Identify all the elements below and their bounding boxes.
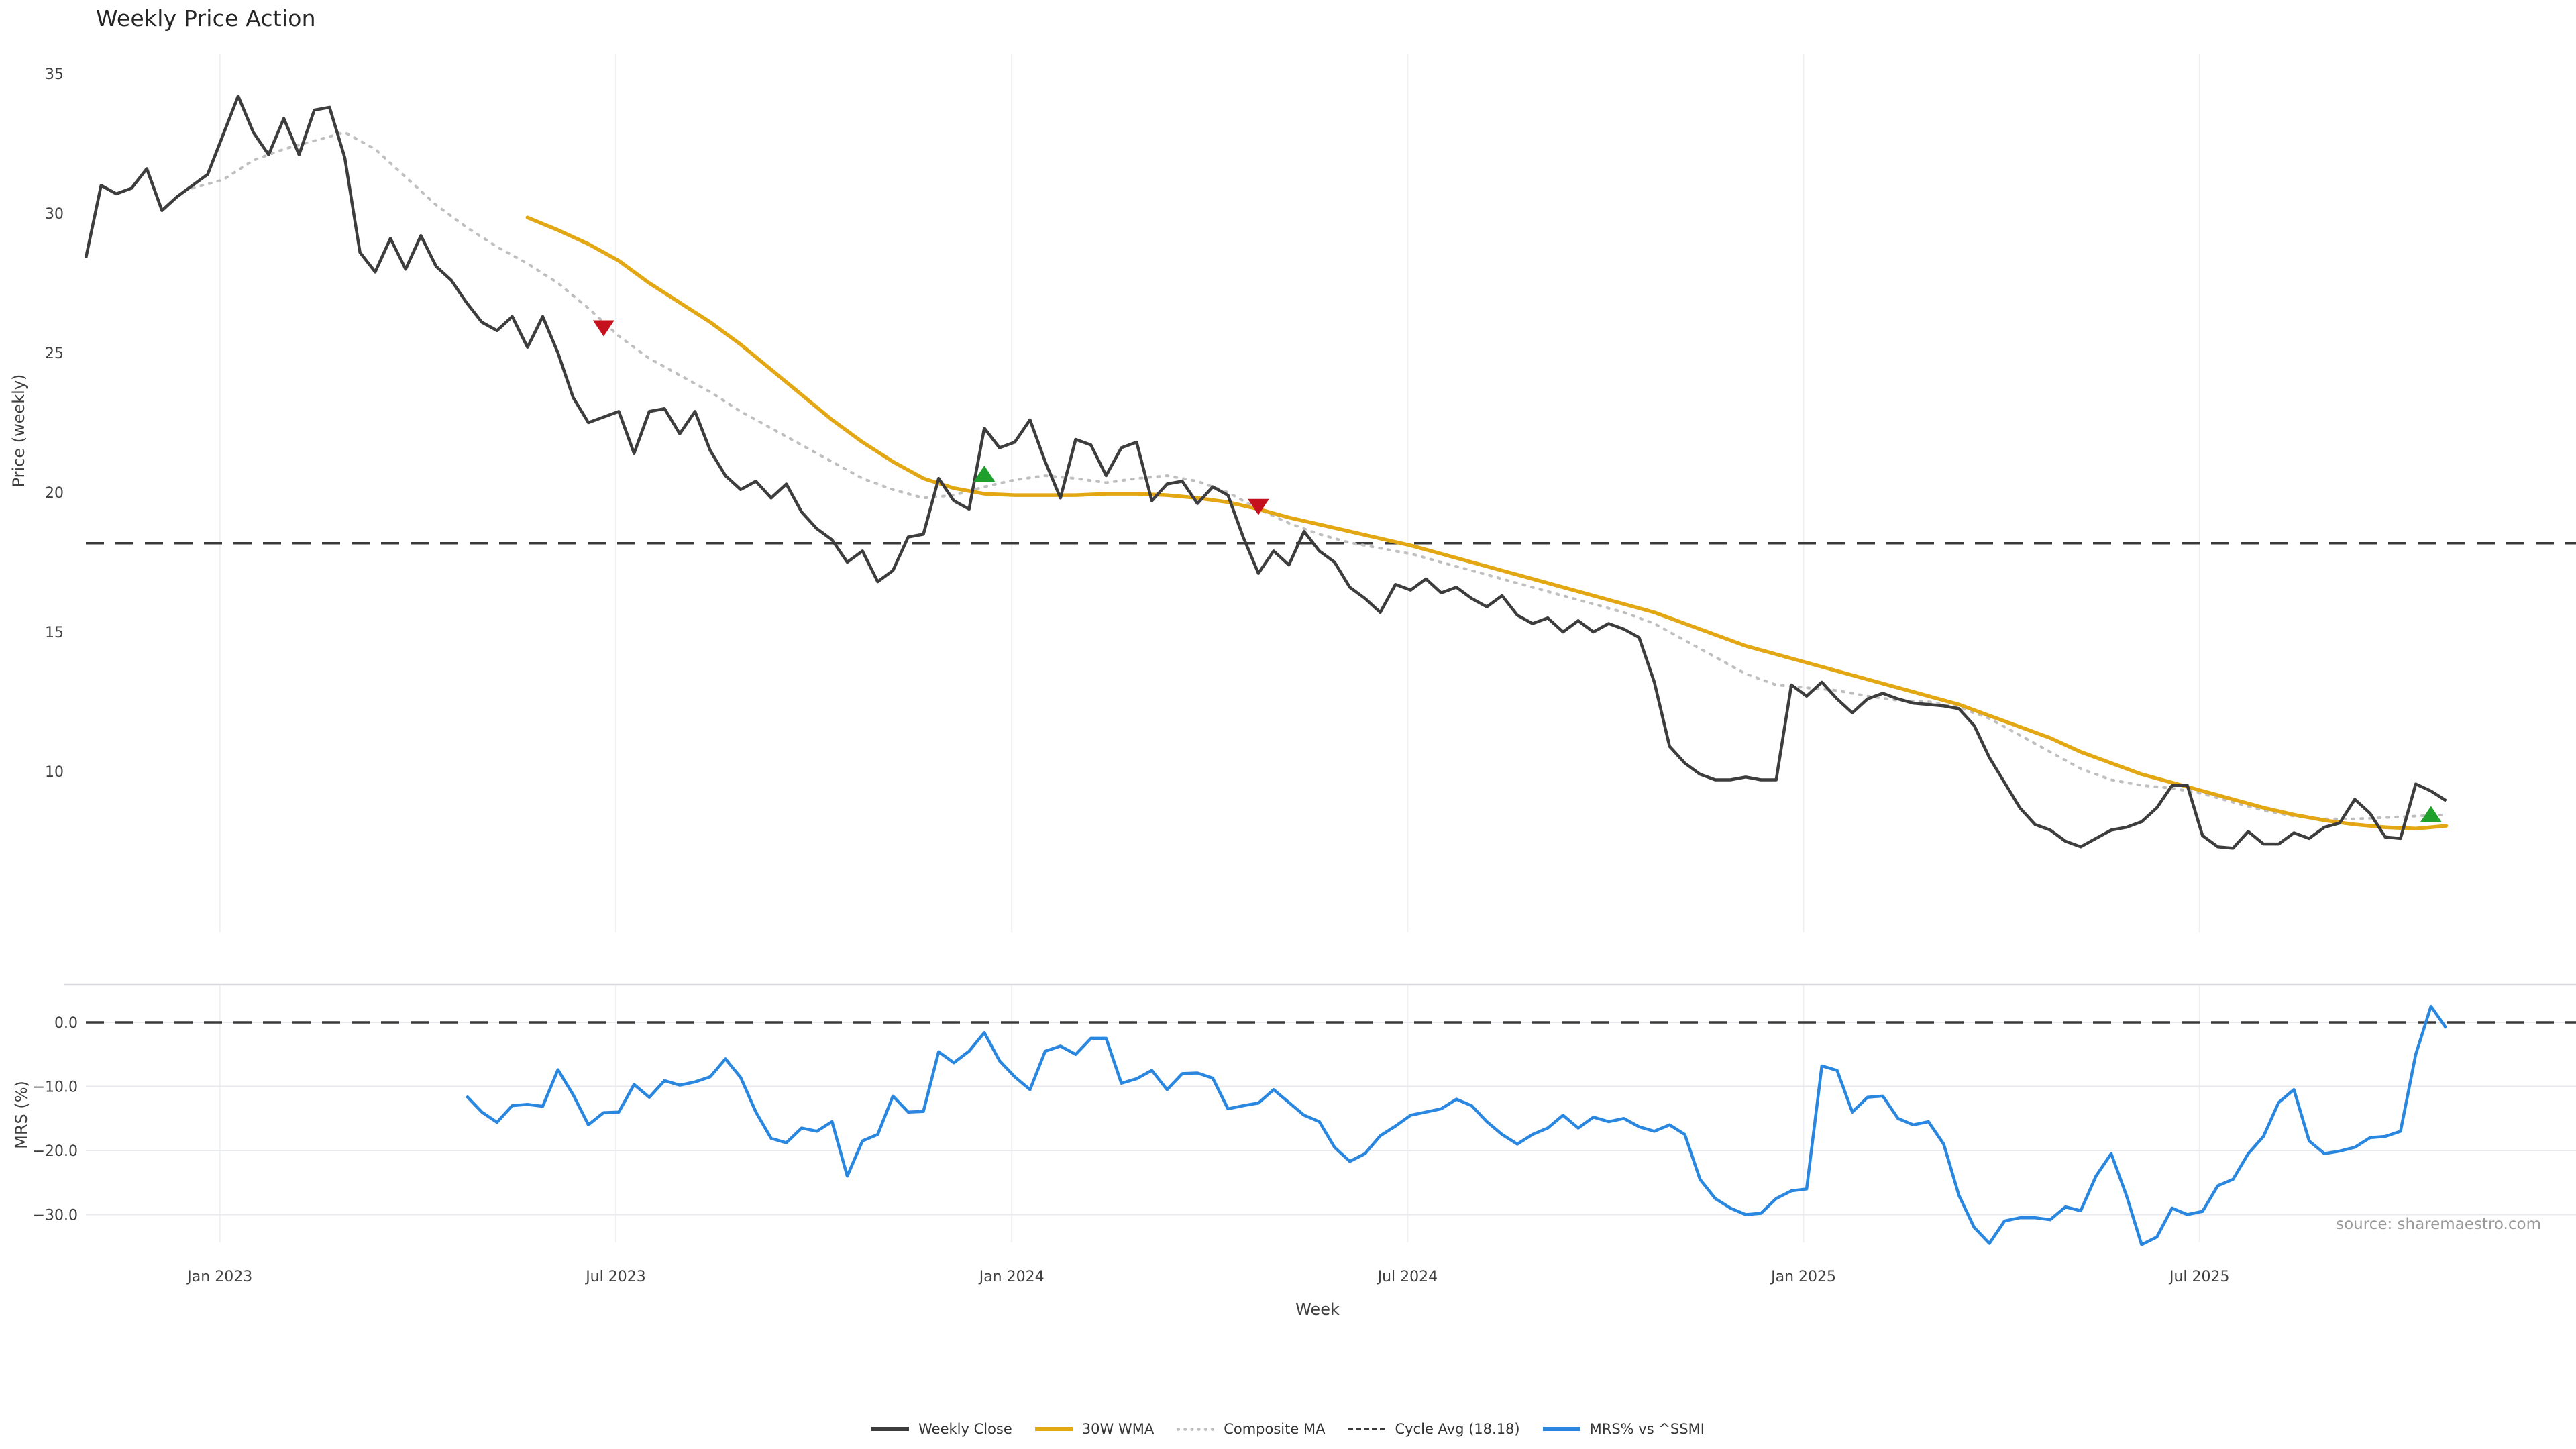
series-weekly-close (84, 95, 2447, 850)
mrs-ytick-label: −20.0 (33, 1143, 78, 1160)
price-ytick-label: 25 (45, 345, 64, 362)
buy-marker-icon (2420, 806, 2442, 822)
mrs-ytick-label: 0.0 (54, 1015, 78, 1032)
legend-item: MRS% vs ^SSMI (1542, 1421, 1705, 1437)
price-ytick-label: 10 (45, 764, 64, 781)
mrs-axis-label: MRS (%) (12, 1081, 31, 1149)
price-ytick-label: 35 (45, 66, 64, 83)
legend: Weekly Close 30W WMA Composite MA Cycle Avg… (0, 1421, 2576, 1437)
sell-marker-icon (1247, 498, 1269, 515)
source-text: source: sharemaestro.com (2336, 1216, 2541, 1233)
legend-label: MRS% vs ^SSMI (1589, 1421, 1705, 1437)
legend-swatch-dashed-icon (1348, 1428, 1386, 1430)
series-composite-ma (191, 131, 2448, 820)
legend-label: Cycle Avg (18.18) (1395, 1421, 1520, 1437)
legend-swatch-solid-blue-icon (1542, 1427, 1580, 1431)
legend-label: 30W WMA (1081, 1421, 1155, 1437)
legend-swatch-dotted-icon (1177, 1427, 1215, 1431)
legend-swatch-solid-dark-icon (871, 1427, 910, 1431)
x-tick-label: Jul 2025 (2168, 1269, 2230, 1285)
sell-marker-icon (592, 320, 614, 337)
legend-item: Composite MA (1177, 1421, 1325, 1437)
series-30w-wma (525, 215, 2449, 831)
legend-item: Weekly Close (871, 1421, 1012, 1437)
price-ytick-label: 20 (45, 485, 64, 502)
legend-item: 30W WMA (1034, 1421, 1155, 1437)
buy-marker-icon (973, 465, 996, 482)
legend-label: Composite MA (1224, 1421, 1326, 1437)
mrs-ytick-label: −10.0 (33, 1079, 78, 1096)
x-tick-label: Jul 2024 (1377, 1269, 1438, 1285)
legend-item: Cycle Avg (18.18) (1348, 1421, 1520, 1437)
legend-swatch-solid-gold-icon (1034, 1427, 1073, 1431)
x-tick-label: Jan 2024 (978, 1269, 1044, 1285)
chart-title: Weekly Price Action (96, 5, 316, 32)
x-tick-label: Jan 2023 (186, 1269, 252, 1285)
x-axis-label: Week (1295, 1300, 1340, 1319)
price-ytick-label: 15 (45, 625, 64, 641)
legend-label: Weekly Close (918, 1421, 1012, 1437)
price-ytick-label: 30 (45, 206, 64, 223)
x-tick-label: Jan 2025 (1770, 1269, 1836, 1285)
x-tick-label: Jul 2023 (584, 1269, 646, 1285)
series-mrs (465, 1004, 2448, 1246)
mrs-ytick-label: −30.0 (33, 1208, 78, 1224)
price-axis-label: Price (weekly) (9, 374, 28, 488)
